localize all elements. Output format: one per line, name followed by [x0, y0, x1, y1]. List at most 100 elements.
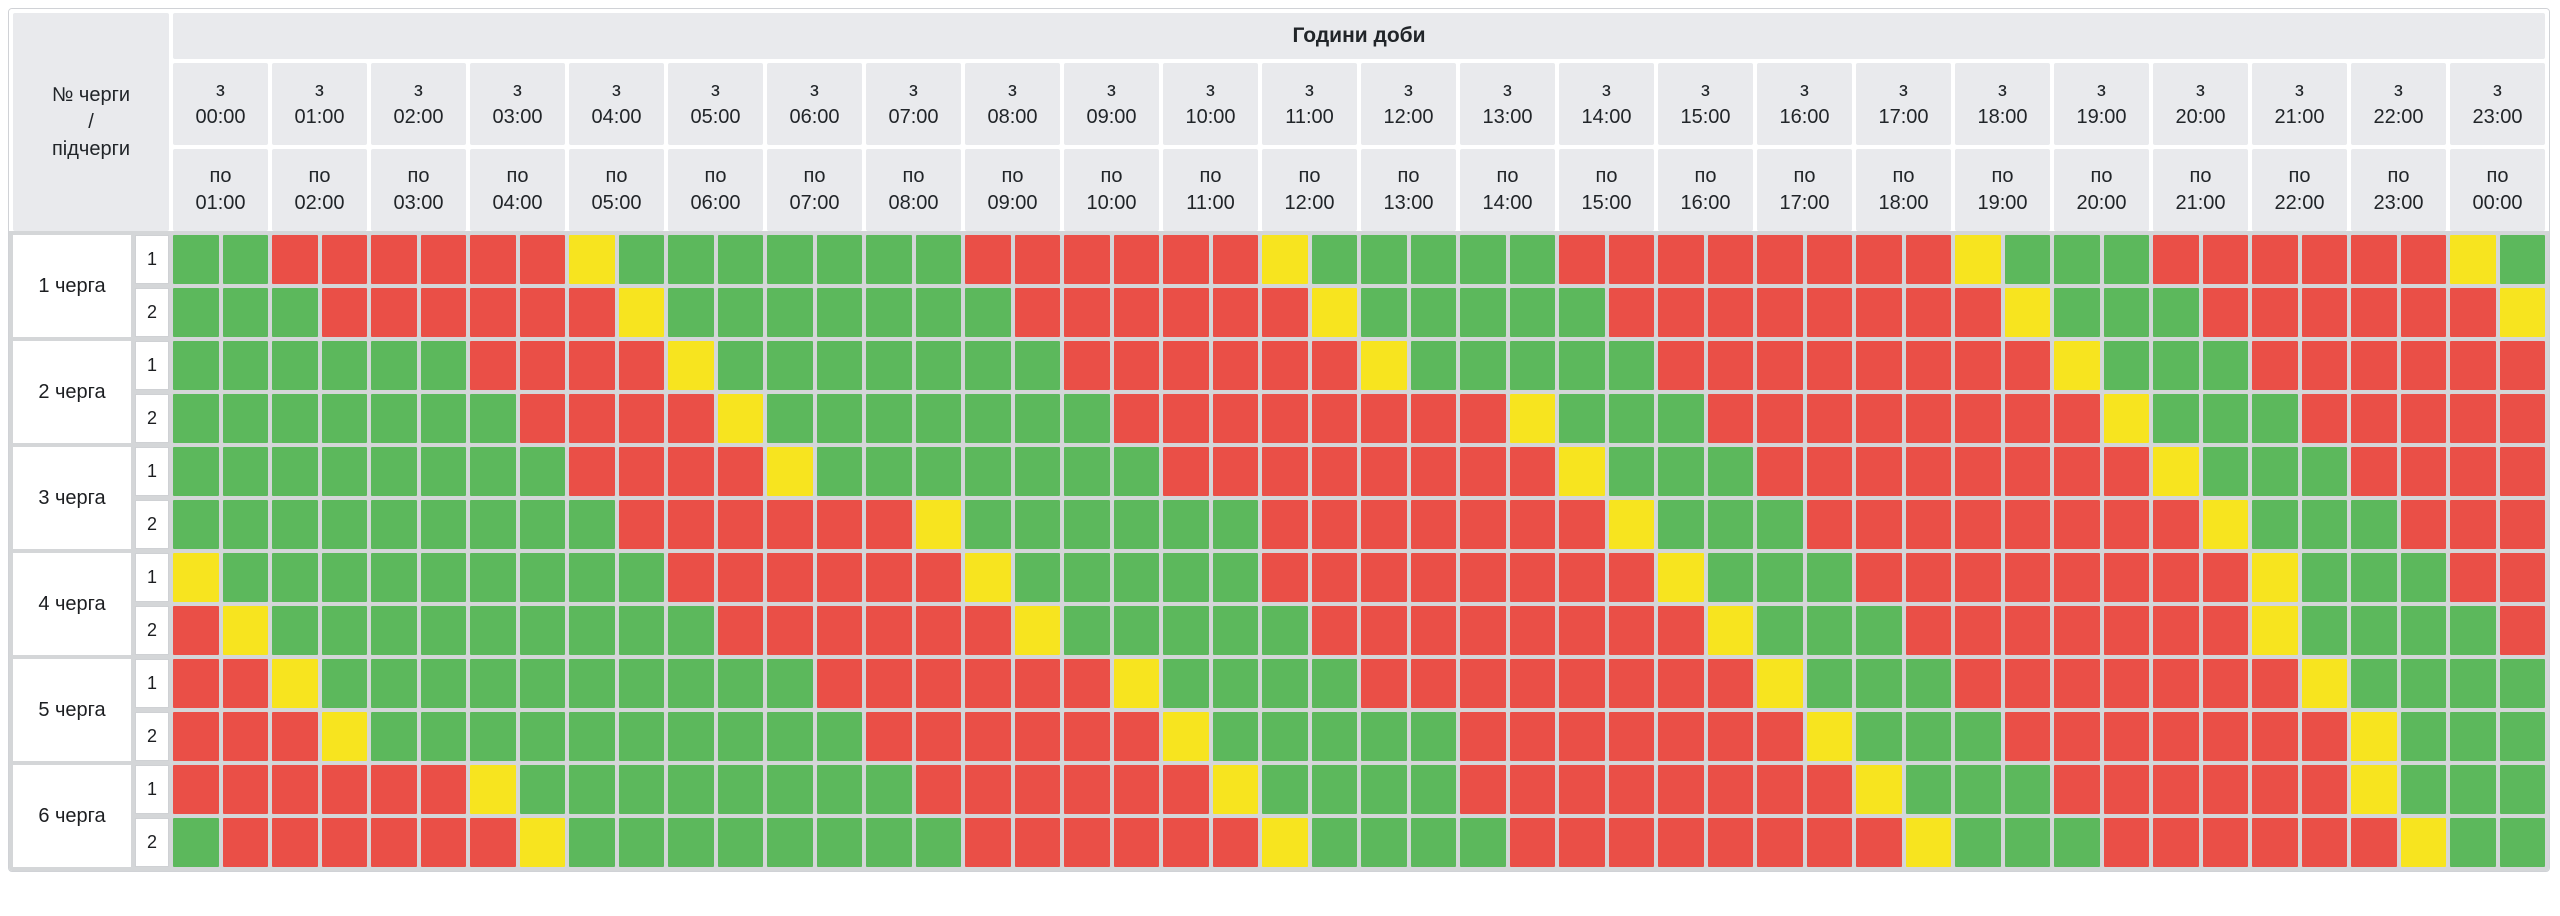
hour-from-cell: з 07:00	[866, 63, 961, 145]
schedule-cell-outage	[1559, 606, 1605, 655]
subqueue-number: 2	[135, 394, 169, 443]
schedule-cell-outage	[1509, 818, 1555, 867]
schedule-cell-power-on	[866, 818, 912, 867]
schedule-cell-power-on	[618, 553, 664, 602]
schedule-cell-outage	[1262, 341, 1308, 390]
hour-from-cell: з 18:00	[1955, 63, 2050, 145]
hour-to-cell: по 05:00	[569, 149, 664, 231]
schedule-cell-outage	[2351, 447, 2397, 496]
schedule-cell-power-on	[915, 818, 961, 867]
schedule-cell-power-on	[1608, 341, 1654, 390]
schedule-cell-outage	[470, 818, 516, 867]
schedule-cell-power-on	[371, 341, 417, 390]
schedule-cell-outage	[1856, 394, 1902, 443]
hour-to-cell: по 22:00	[2252, 149, 2347, 231]
schedule-cell-possible-outage	[519, 818, 565, 867]
schedule-cell-outage	[1707, 394, 1753, 443]
hour-from-cell-time: 00:00	[195, 106, 246, 128]
schedule-cell-outage	[2153, 235, 2199, 284]
schedule-cell-power-on	[2400, 712, 2446, 761]
schedule-cell-outage	[1509, 712, 1555, 761]
schedule-cell-power-on	[569, 818, 615, 867]
hour-to-cell-time: 20:00	[2076, 192, 2127, 214]
schedule-cell-outage	[1113, 288, 1159, 337]
schedule-cell-power-on	[767, 765, 813, 814]
schedule-cell-power-on	[1955, 712, 2001, 761]
schedule-cell-power-on	[420, 659, 466, 708]
schedule-cell-power-on	[965, 447, 1011, 496]
schedule-cell-power-on	[2450, 712, 2496, 761]
schedule-cell-outage	[965, 765, 1011, 814]
schedule-cell-power-on	[420, 394, 466, 443]
schedule-cell-outage	[1361, 659, 1407, 708]
schedule-cell-power-on	[866, 394, 912, 443]
schedule-cell-outage	[222, 765, 268, 814]
schedule-cell-outage	[1608, 712, 1654, 761]
schedule-cell-power-on	[2103, 341, 2149, 390]
schedule-cell-power-on	[1311, 659, 1357, 708]
hour-from-cell-prefix: з	[2492, 79, 2503, 101]
schedule-cell-outage	[1806, 288, 1852, 337]
hour-from-cell-time: 13:00	[1482, 106, 1533, 128]
schedule-cell-power-on	[1460, 288, 1506, 337]
schedule-cell-outage	[2351, 288, 2397, 337]
schedule-cell-power-on	[272, 341, 318, 390]
schedule-cell-outage	[1658, 765, 1704, 814]
schedule-cell-outage	[1509, 765, 1555, 814]
schedule-cell-possible-outage	[618, 288, 664, 337]
schedule-cell-power-on	[321, 500, 367, 549]
schedule-cell-outage	[2301, 765, 2347, 814]
schedule-cell-power-on	[1410, 341, 1456, 390]
hour-to-cell-time: 10:00	[1086, 192, 1137, 214]
schedule-cell-power-on	[2499, 235, 2545, 284]
subqueue-number: 1	[135, 659, 169, 708]
schedule-cell-outage	[2202, 288, 2248, 337]
schedule-cell-outage	[1905, 447, 1951, 496]
schedule-cell-outage	[1113, 765, 1159, 814]
schedule-cell-outage	[2103, 553, 2149, 602]
schedule-cell-outage	[569, 394, 615, 443]
schedule-cell-outage	[1707, 712, 1753, 761]
schedule-cell-outage	[1608, 235, 1654, 284]
schedule-cell-outage	[569, 341, 615, 390]
hour-to-cell-time: 16:00	[1680, 192, 1731, 214]
schedule-cell-outage	[1757, 288, 1803, 337]
schedule-cell-power-on	[1113, 447, 1159, 496]
schedule-cell-power-on	[1707, 553, 1753, 602]
hour-from-cell-prefix: з	[1007, 79, 1018, 101]
schedule-body-grid: 1 черга 1 2 2 черга 1 2 3 черга 1 2 4 черга 1 2 5 че…	[9, 231, 2549, 871]
queue-label: 5 черга	[13, 659, 131, 761]
schedule-cell-power-on	[717, 659, 763, 708]
schedule-cell-power-on	[2054, 818, 2100, 867]
schedule-cell-power-on	[2004, 818, 2050, 867]
hour-to-cell: по 02:00	[272, 149, 367, 231]
schedule-cell-outage	[1905, 606, 1951, 655]
schedule-cell-outage	[816, 553, 862, 602]
schedule-cell-power-on	[1113, 606, 1159, 655]
hour-to-cell-time: 07:00	[789, 192, 840, 214]
schedule-cell-power-on	[2004, 235, 2050, 284]
schedule-cell-outage	[1856, 553, 1902, 602]
schedule-cell-power-on	[519, 553, 565, 602]
hour-to-cell: по 06:00	[668, 149, 763, 231]
schedule-cell-outage	[2351, 341, 2397, 390]
schedule-cell-outage	[1757, 712, 1803, 761]
schedule-cell-power-on	[2301, 447, 2347, 496]
schedule-cell-power-on	[2450, 606, 2496, 655]
schedule-cell-outage	[321, 765, 367, 814]
hour-from-cell-time: 11:00	[1285, 106, 1334, 128]
schedule-cell-power-on	[470, 712, 516, 761]
schedule-cell-outage	[1856, 235, 1902, 284]
schedule-cell-outage	[2202, 553, 2248, 602]
schedule-cell-power-on	[2400, 606, 2446, 655]
schedule-cell-outage	[2103, 818, 2149, 867]
hour-to-cell-prefix: по	[1298, 165, 1321, 187]
schedule-cell-power-on	[915, 447, 961, 496]
hour-from-cell-time: 16:00	[1779, 106, 1830, 128]
schedule-cell-outage	[618, 447, 664, 496]
schedule-cell-outage	[1806, 235, 1852, 284]
schedule-cell-outage	[1509, 500, 1555, 549]
hour-to-cell-prefix: по	[1793, 165, 1816, 187]
schedule-cell-power-on	[371, 712, 417, 761]
schedule-cell-outage	[1014, 235, 1060, 284]
